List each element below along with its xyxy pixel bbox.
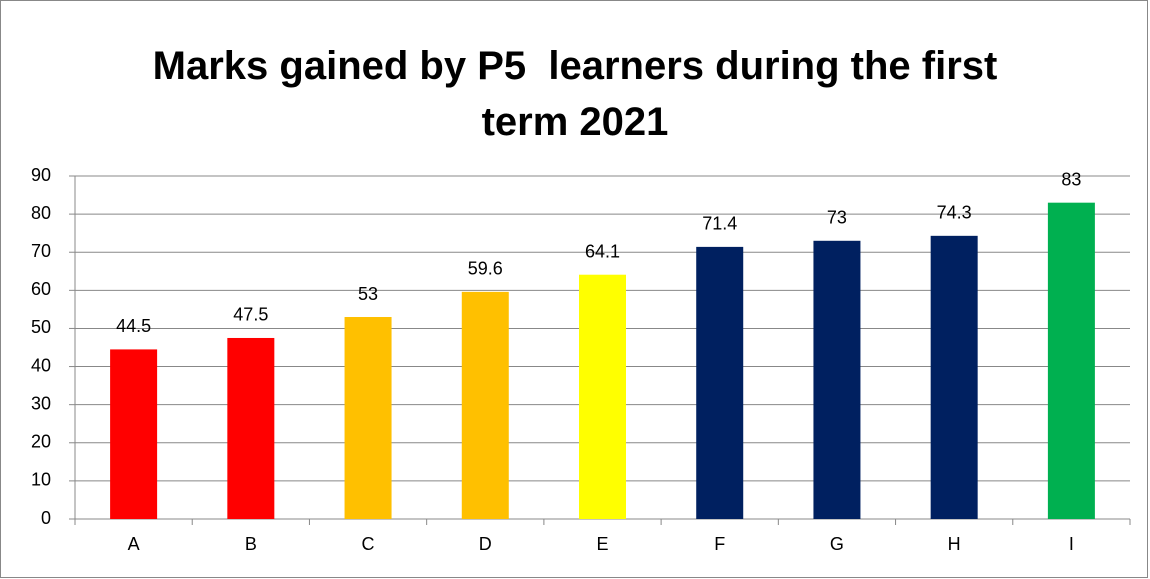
data-label: 83: [1061, 169, 1081, 189]
data-label: 53: [358, 284, 378, 304]
x-tick-label: A: [128, 534, 140, 554]
y-tick-label: 80: [31, 203, 51, 223]
y-tick-label: 10: [31, 470, 51, 490]
data-label: 71.4: [702, 214, 737, 234]
bar: [813, 240, 861, 520]
bar: [461, 291, 509, 519]
data-label: 59.6: [468, 259, 503, 279]
bar: [579, 274, 626, 519]
x-tick-label: C: [362, 534, 375, 554]
bar: [110, 349, 158, 519]
data-label: 44.5: [116, 316, 151, 336]
bar: [1047, 202, 1095, 519]
x-tick-label: H: [948, 534, 961, 554]
bar: [930, 235, 978, 519]
y-tick-label: 60: [31, 279, 51, 299]
y-tick-label: 70: [31, 241, 51, 261]
data-label: 74.3: [937, 203, 972, 223]
x-tick-label: G: [830, 534, 844, 554]
bar: [227, 337, 275, 519]
y-tick-label: 30: [31, 393, 51, 413]
bar: [344, 317, 392, 519]
x-tick-label: I: [1069, 534, 1074, 554]
x-tick-label: D: [479, 534, 492, 554]
data-label: 64.1: [585, 241, 620, 261]
y-tick-label: 50: [31, 317, 51, 337]
y-tick-label: 90: [31, 165, 51, 185]
y-tick-label: 0: [41, 508, 51, 528]
data-label: 47.5: [233, 305, 268, 325]
x-tick-label: E: [596, 534, 608, 554]
chart-title: Marks gained by P5 learners during the f…: [152, 44, 1009, 144]
data-label: 73: [827, 208, 847, 228]
bar: [696, 246, 744, 520]
x-tick-label: F: [714, 534, 725, 554]
x-tick-label: B: [245, 534, 257, 554]
y-tick-label: 40: [31, 355, 51, 375]
y-tick-label: 20: [31, 432, 51, 452]
